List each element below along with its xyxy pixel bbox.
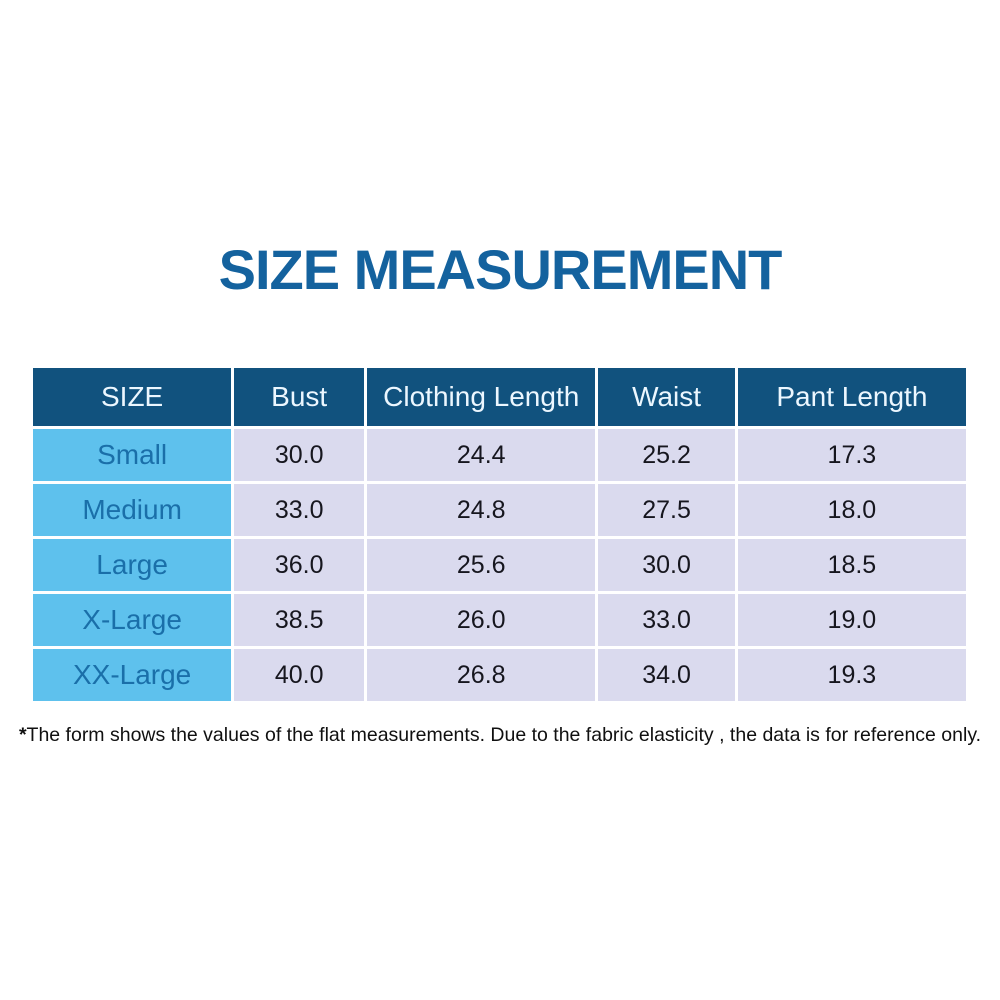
size-label-large: Large: [29, 536, 235, 594]
x-large-bust: 38.5: [231, 591, 368, 649]
header-waist: Waist: [595, 365, 738, 429]
xx-large-pant-length: 19.3: [734, 646, 970, 704]
x-large-clothing-length: 26.0: [364, 591, 599, 649]
table-row-xx-large: XX-Large 40.0 26.8 34.0 19.3: [29, 646, 970, 704]
large-pant-length: 18.5: [734, 536, 970, 594]
size-label-small: Small: [29, 426, 235, 484]
table-row-medium: Medium 33.0 24.8 27.5 18.0: [29, 481, 970, 539]
header-size: SIZE: [29, 365, 235, 429]
header-pant-length: Pant Length: [734, 365, 970, 429]
small-bust: 30.0: [231, 426, 368, 484]
xx-large-bust: 40.0: [231, 646, 368, 704]
footnote: *The form shows the values of the flat m…: [0, 724, 1000, 747]
large-clothing-length: 25.6: [364, 536, 599, 594]
large-bust: 36.0: [231, 536, 368, 594]
size-table: SIZE Bust Clothing Length Waist Pant Len…: [29, 365, 970, 704]
page-title: SIZE MEASUREMENT: [218, 238, 783, 301]
medium-clothing-length: 24.8: [364, 481, 599, 539]
header-clothing-length: Clothing Length: [364, 365, 599, 429]
footnote-text: The form shows the values of the flat me…: [26, 724, 982, 746]
medium-pant-length: 18.0: [734, 481, 970, 539]
size-label-xx-large: XX-Large: [29, 646, 235, 704]
xx-large-clothing-length: 26.8: [364, 646, 599, 704]
footnote-asterisk: *: [18, 724, 27, 746]
table-row-x-large: X-Large 38.5 26.0 33.0 19.0: [29, 591, 970, 649]
small-pant-length: 17.3: [734, 426, 970, 484]
small-waist: 25.2: [595, 426, 738, 484]
xx-large-waist: 34.0: [595, 646, 738, 704]
x-large-pant-length: 19.0: [734, 591, 970, 649]
medium-bust: 33.0: [231, 481, 368, 539]
table-row-small: Small 30.0 24.4 25.2 17.3: [29, 426, 970, 484]
small-clothing-length: 24.4: [364, 426, 599, 484]
large-waist: 30.0: [595, 536, 738, 594]
size-label-medium: Medium: [29, 481, 235, 539]
table-row-large: Large 36.0 25.6 30.0 18.5: [29, 536, 970, 594]
size-label-x-large: X-Large: [29, 591, 235, 649]
header-row: SIZE Bust Clothing Length Waist Pant Len…: [29, 365, 970, 429]
x-large-waist: 33.0: [595, 591, 738, 649]
medium-waist: 27.5: [595, 481, 738, 539]
size-table-container: SIZE Bust Clothing Length Waist Pant Len…: [29, 365, 970, 704]
header-bust: Bust: [231, 365, 368, 429]
